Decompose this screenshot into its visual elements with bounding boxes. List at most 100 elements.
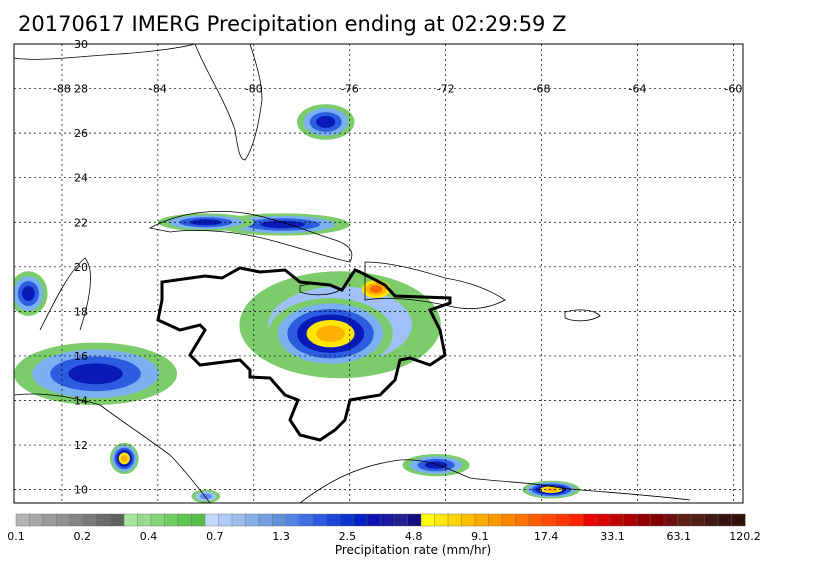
outline-contour: [156, 266, 452, 442]
colorbar-swatch-2: [42, 513, 58, 527]
precip-cell-3-3: [68, 363, 123, 385]
colorbar-tick-6: 4.8: [405, 530, 423, 543]
lat-label-3: 16: [74, 350, 88, 363]
colorbar-swatch-46: [636, 513, 652, 527]
hispaniola-coast: [364, 261, 506, 310]
colorbar-swatch-32: [447, 513, 463, 527]
colorbar-tick-7: 9.1: [471, 530, 489, 543]
colorbar-label: Precipitation rate (mm/hr): [334, 543, 492, 557]
colorbar-swatch-9: [137, 513, 152, 527]
colorbar-tick-0: 0.1: [7, 530, 25, 543]
precip-cell-1-5: [316, 325, 345, 342]
colorbar-swatch-5: [83, 513, 98, 527]
colorbar-swatch-3: [56, 513, 71, 527]
lon-label-0: -88: [53, 83, 71, 96]
colorbar-swatch-50: [690, 513, 706, 527]
colorbar-swatch-25: [353, 513, 368, 527]
colorbar-tick-8: 17.4: [534, 530, 559, 543]
colorbar-swatch-44: [609, 513, 625, 527]
colorbar-swatch-27: [380, 513, 395, 527]
precip-cell-11-2: [199, 493, 213, 500]
precip-cell-4-5: [120, 454, 128, 463]
puerto-rico-coast: [564, 309, 601, 322]
colorbar-swatch-8: [123, 513, 139, 527]
lat-label-9: 28: [74, 83, 88, 96]
lon-label-7: -60: [724, 83, 742, 96]
colorbar-tick-10: 63.1: [666, 530, 691, 543]
colorbar-swatch-34: [474, 513, 490, 527]
south-america-coast: [299, 459, 691, 503]
lon-label-6: -64: [629, 83, 647, 96]
colorbar-swatch-38: [528, 513, 544, 527]
colorbar-swatch-31: [434, 513, 449, 527]
lat-label-6: 22: [74, 216, 88, 229]
colorbar-tick-5: 2.5: [339, 530, 357, 543]
colorbar-swatch-23: [326, 513, 341, 527]
colorbar-swatch-42: [582, 513, 598, 527]
colorbar-swatch-13: [191, 513, 206, 527]
colorbar-swatch-1: [29, 513, 44, 527]
lon-label-5: -68: [533, 83, 551, 96]
colorbar-swatch-45: [623, 513, 638, 527]
map-frame: [13, 43, 744, 504]
central-america-coast: [14, 393, 211, 503]
colorbar-swatch-41: [569, 513, 584, 527]
lon-label-4: -72: [437, 83, 455, 96]
colorbar-swatch-19: [272, 513, 287, 527]
lat-label-10: 30: [74, 38, 88, 51]
colorbar-swatch-40: [555, 513, 571, 527]
colorbar-tick-labels: 0.1 0.2 0.4 0.7 1.3 2.5 4.8 9.1 17.4 33.1 63.1 120.…: [7, 530, 761, 543]
map-title: 20170617 IMERG Precipitation ending at 0…: [18, 12, 567, 36]
colorbar-swatch-30: [420, 513, 436, 527]
colorbar-swatch-6: [96, 513, 112, 527]
colorbar-tick-4: 1.3: [272, 530, 290, 543]
colorbar-swatch-14: [204, 513, 220, 527]
precip-cell-2-2: [369, 285, 383, 293]
precipitation-layer: [14, 104, 580, 503]
colorbar-swatch-37: [515, 513, 530, 527]
cuba-coast: [148, 210, 353, 263]
colorbar-swatch-11: [164, 513, 179, 527]
lat-label-7: 24: [74, 172, 88, 185]
colorbar-swatch-53: [731, 513, 746, 527]
colorbar-swatch-0: [15, 513, 31, 527]
colorbar-swatch-29: [407, 513, 422, 527]
storm-outline: [156, 266, 452, 442]
colorbar-tick-9: 33.1: [600, 530, 625, 543]
colorbar-swatch-49: [677, 513, 692, 527]
lon-label-2: -80: [245, 83, 263, 96]
longitude-labels: -88 -84 -80 -76 -72 -68 -64 -60: [53, 83, 742, 96]
colorbar-swatch-10: [150, 513, 166, 527]
coastlines: [14, 44, 691, 503]
colorbar-swatch-36: [501, 513, 517, 527]
colorbar-swatch-28: [393, 513, 409, 527]
colorbar-swatch-35: [488, 513, 503, 527]
colorbar-tick-3: 0.7: [206, 530, 224, 543]
colorbar-swatch-52: [717, 513, 733, 527]
lon-label-1: -84: [149, 83, 167, 96]
gulf-coast: [14, 44, 196, 60]
latitude-labels: 10 12 14 16 18 20 22 24 26 28 30: [74, 38, 88, 497]
colorbar-swatch-39: [542, 513, 557, 527]
colorbar-swatch-16: [231, 513, 247, 527]
precip-cell-5-3: [316, 116, 336, 128]
precip-cell-8-3: [21, 286, 35, 301]
florida-coast: [194, 44, 263, 161]
lat-label-2: 14: [74, 395, 88, 408]
colorbar-tick-11: 120.2: [729, 530, 761, 543]
lat-label-8: 26: [74, 127, 88, 140]
colorbar-swatch-18: [258, 513, 274, 527]
yucatan-coast: [39, 257, 91, 331]
colorbar-swatch-24: [339, 513, 355, 527]
colorbar-swatch-22: [312, 513, 328, 527]
colorbar-swatch-12: [177, 513, 193, 527]
lat-label-5: 20: [74, 261, 88, 274]
lat-label-1: 12: [74, 439, 88, 452]
lat-label-0: 10: [74, 484, 88, 497]
precip-cell-10-5: [544, 487, 558, 492]
colorbar-swatch-4: [69, 513, 85, 527]
colorbar-swatch-21: [299, 513, 314, 527]
colorbar-swatch-15: [218, 513, 233, 527]
map-background: [14, 44, 743, 503]
